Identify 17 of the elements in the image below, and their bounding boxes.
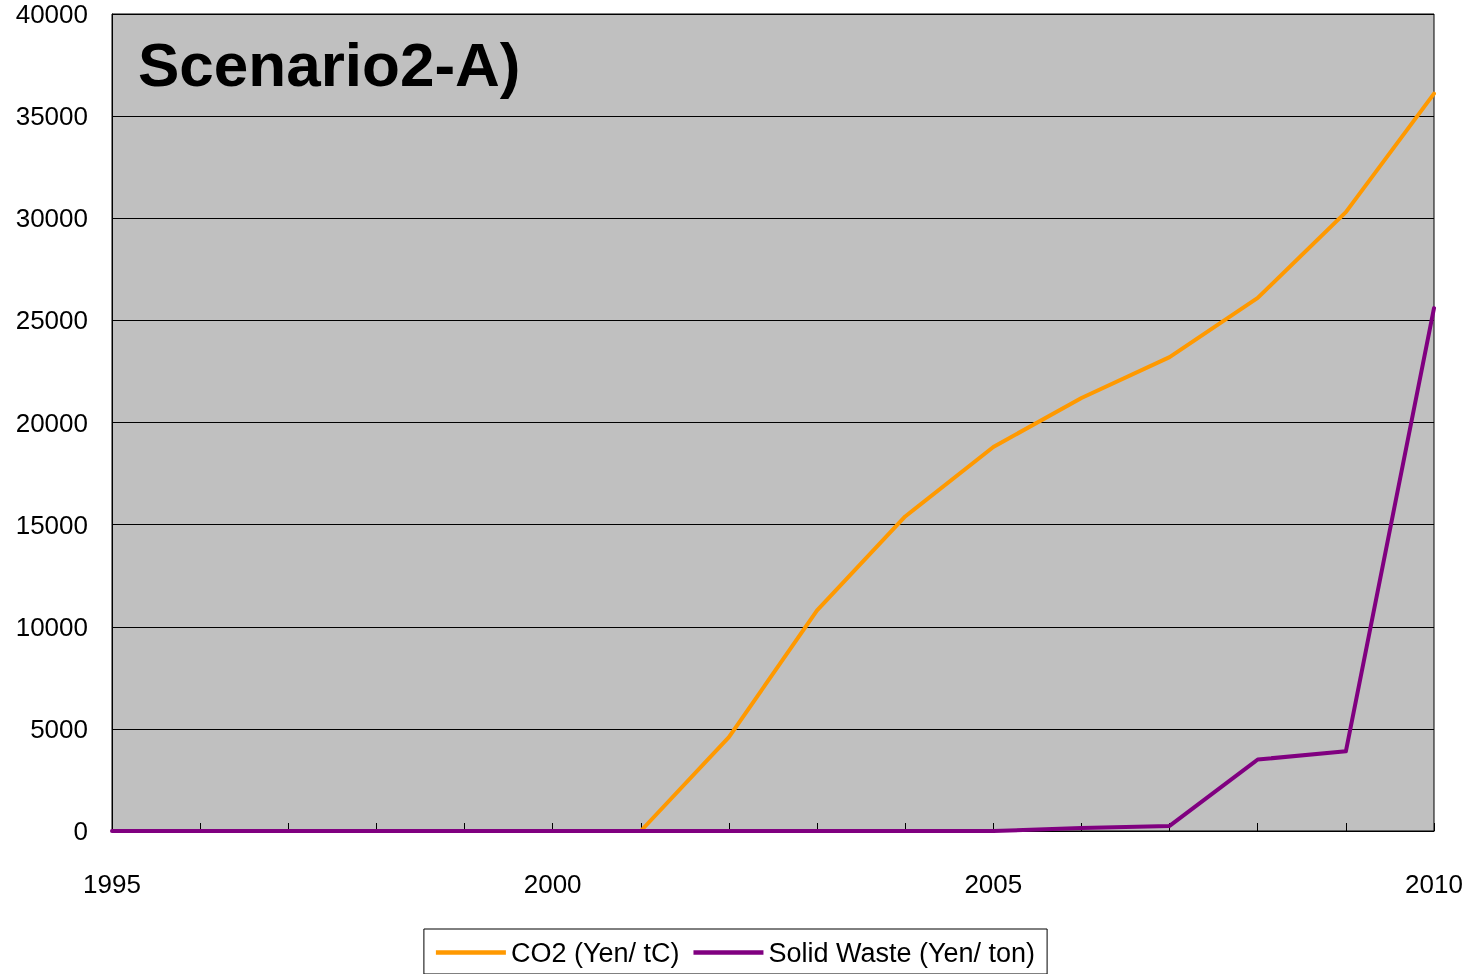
chart-title: Scenario2-A): [138, 29, 521, 99]
y-tick-label: 25000: [15, 305, 88, 336]
y-tick-label: 35000: [15, 101, 88, 132]
y-tick-label: 5000: [30, 713, 88, 744]
x-tick-label: 2005: [964, 869, 1023, 899]
line-series: [110, 306, 1436, 833]
x-tick-label: 2010: [1405, 869, 1463, 899]
y-tick-label: 30000: [15, 203, 88, 234]
x-tick-label: 1995: [83, 869, 141, 899]
y-tick-label: 40000: [15, 0, 88, 29]
legend-label: Solid Waste (Yen/ ton): [768, 937, 1036, 968]
legend-label: CO2 (Yen/ tC): [510, 937, 680, 968]
y-tick-label: 15000: [15, 509, 88, 540]
y-tick-label: 20000: [15, 407, 88, 438]
y-tick-label: 0: [73, 816, 88, 846]
x-tick-label: 2000: [523, 869, 582, 899]
y-tick-label: 10000: [15, 611, 88, 642]
